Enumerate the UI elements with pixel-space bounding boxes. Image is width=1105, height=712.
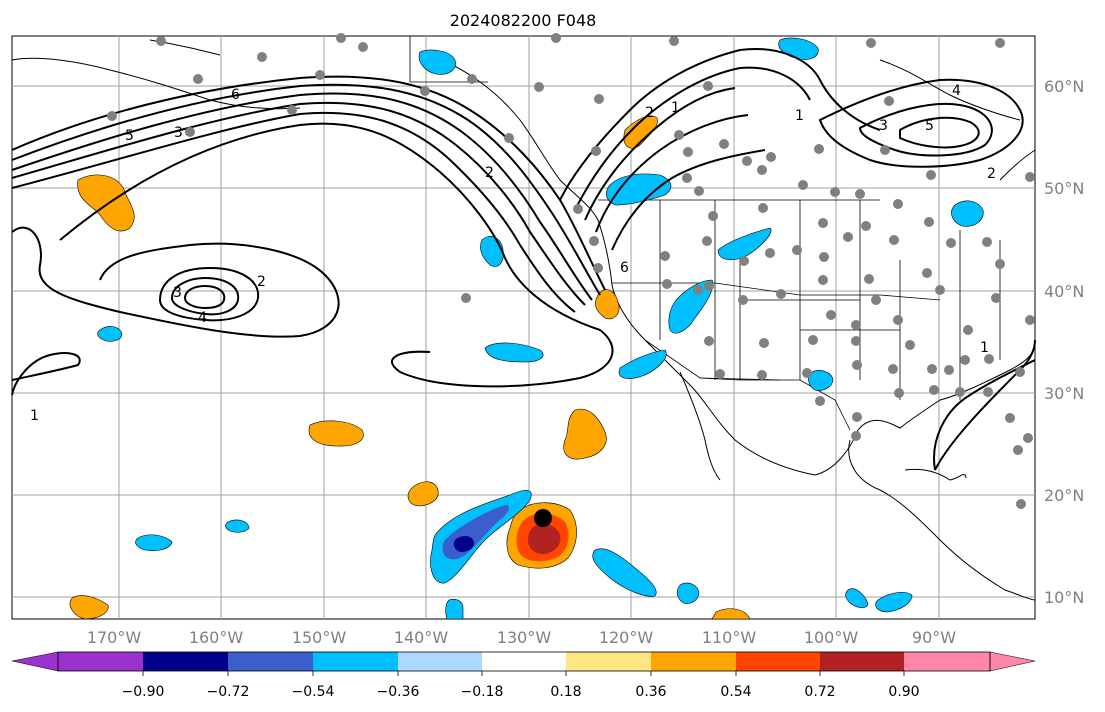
contour-label: 1 (30, 408, 39, 424)
lon-tick-label: 170°W (87, 628, 142, 647)
contour-label: 4 (952, 83, 961, 99)
map-plot-area: 6 5 3 4 2 3 1 2 2 1 1 3 5 4 2 1 6 (11, 33, 1036, 620)
anomaly-negative (606, 173, 672, 206)
colorbar-segment (820, 652, 904, 671)
anomaly-negative (875, 591, 913, 613)
anomaly-positive (595, 289, 620, 320)
anomaly-negative (135, 534, 173, 552)
lat-tick-label: 20°N (1044, 486, 1084, 505)
anomaly-negative (668, 279, 714, 334)
lon-tick-label: 90°W (912, 628, 956, 647)
colorbar-label: −0.90 (122, 684, 165, 700)
anomaly-negative (97, 326, 123, 342)
colorbar-label: 0.72 (804, 684, 835, 700)
lat-tick-label: 60°N (1044, 77, 1084, 96)
contour-label: 6 (231, 87, 240, 103)
contour-label: 2 (987, 166, 996, 182)
contour-label: 1 (671, 100, 680, 116)
lon-tick-label: 130°W (497, 628, 552, 647)
anomaly-negative (717, 227, 772, 260)
colorbar-label: 0.54 (720, 684, 751, 700)
colorbar: −0.90 −0.72 −0.54 −0.36 −0.18 0.18 0.36 … (11, 651, 1036, 700)
colorbar-label: 0.90 (888, 684, 919, 700)
anomaly-negative (676, 582, 700, 604)
lat-tick-label: 30°N (1044, 384, 1084, 403)
contour-label: 2 (485, 165, 494, 181)
colorbar-segment (482, 652, 566, 671)
lon-tick-label: 120°W (599, 628, 654, 647)
lat-tick-label: 10°N (1044, 588, 1084, 607)
colorbar-label: −0.72 (207, 684, 250, 700)
colorbar-segment (566, 652, 651, 671)
contour-label: 3 (174, 125, 183, 141)
anomaly-negative (418, 49, 456, 75)
colorbar-segment (651, 652, 736, 671)
contour-label: 4 (198, 310, 207, 326)
lon-tick-label: 160°W (189, 628, 244, 647)
lat-tick-label: 50°N (1044, 179, 1084, 198)
contour-label: 1 (795, 108, 804, 124)
colorbar-min-extend (11, 651, 59, 672)
longitude-axis: 170°W 160°W 150°W 140°W 130°W 120°W 110°… (87, 628, 956, 647)
anomaly-positive (563, 408, 607, 460)
contours (11, 48, 1036, 471)
anomaly-shading (69, 37, 984, 620)
colorbar-segment (58, 652, 143, 671)
contour-label: 2 (645, 105, 654, 121)
contour-label: 1 (980, 340, 989, 356)
anomaly-negative (592, 548, 657, 597)
lon-tick-label: 150°W (292, 628, 347, 647)
colorbar-segment (398, 652, 482, 671)
latitude-axis: 60°N 50°N 40°N 30°N 20°N 10°N (1044, 77, 1084, 607)
lon-tick-label: 140°W (394, 628, 449, 647)
map-title: 2024082200 F048 (450, 11, 597, 30)
colorbar-label: −0.54 (292, 684, 335, 700)
graticule (12, 36, 1035, 619)
colorbar-max-extend (989, 651, 1036, 672)
colorbar-label: −0.36 (377, 684, 420, 700)
anomaly-negative (484, 342, 544, 363)
anomaly-negative (618, 349, 667, 379)
lat-tick-label: 40°N (1044, 282, 1084, 301)
colorbar-segment (313, 652, 398, 671)
anomaly-negative (445, 598, 464, 620)
anomaly-negative (845, 588, 869, 608)
anomaly-negative-core (453, 536, 475, 552)
contour-label: 2 (257, 274, 266, 290)
anomaly-positive (407, 481, 439, 507)
colorbar-segment (736, 652, 820, 671)
colorbar-label: −0.18 (461, 684, 504, 700)
storm-anomaly-inner (528, 523, 561, 555)
station-markers (107, 33, 1035, 509)
anomaly-positive (711, 608, 751, 620)
colorbar-label: 0.36 (635, 684, 666, 700)
storm-center-marker (534, 509, 552, 527)
anomaly-negative (951, 200, 984, 227)
contour-label: 5 (125, 128, 134, 144)
colorbar-segment (143, 652, 228, 671)
lon-tick-label: 110°W (702, 628, 757, 647)
anomaly-positive (77, 174, 135, 232)
contour-labels: 6 5 3 4 2 3 1 2 2 1 1 3 5 4 2 1 6 (30, 83, 996, 424)
anomaly-positive (69, 595, 109, 620)
colorbar-label: 0.18 (550, 684, 581, 700)
contour-label: 5 (925, 118, 934, 134)
lon-tick-label: 100°W (804, 628, 859, 647)
anomaly-negative (225, 519, 250, 533)
colorbar-segment (228, 652, 313, 671)
anomaly-negative (808, 370, 834, 391)
colorbar-segment (904, 652, 990, 671)
contour-label: 3 (173, 285, 182, 301)
contour-label: 3 (879, 118, 888, 134)
contour-label: 6 (620, 260, 629, 276)
anomaly-positive (308, 420, 364, 447)
